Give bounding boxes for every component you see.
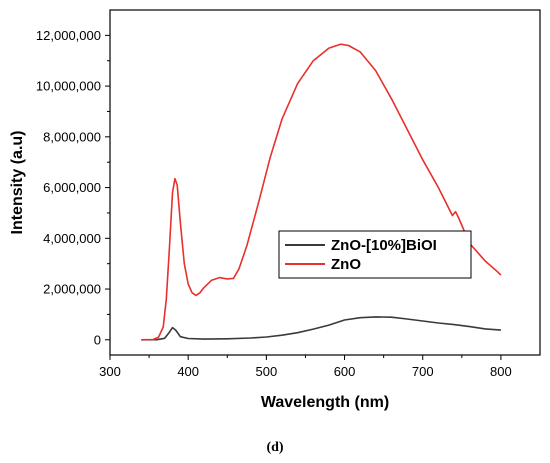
legend-box: [278, 230, 472, 279]
series-lines: [141, 43, 502, 341]
x-tick-label: 600: [334, 364, 356, 379]
figure-caption: (d): [266, 440, 284, 455]
legend-label-zno-biol: ZnO-[10%]BiOI: [331, 237, 437, 254]
plot-area: 300 400 500 600 700 800 0 2,000,000 4,000,000 6,…: [36, 9, 541, 379]
series-line-zno-biol: [141, 316, 501, 341]
x-tick-label: 400: [177, 364, 199, 379]
x-axis-ticks: 300 400 500 600 700 800: [99, 355, 512, 379]
y-tick-label: 0: [94, 332, 101, 347]
legend-label-zno: ZnO: [331, 256, 361, 273]
y-tick-label: 2,000,000: [43, 282, 101, 297]
legend: ZnO-[10%]BiOI ZnO: [278, 230, 472, 279]
x-tick-label: 300: [99, 364, 121, 379]
y-tick-label: 4,000,000: [43, 231, 101, 246]
x-tick-label: 500: [256, 364, 278, 379]
y-tick-label: 12,000,000: [36, 28, 101, 43]
y-tick-label: 6,000,000: [43, 180, 101, 195]
plot-frame: [109, 9, 541, 356]
y-tick-label: 10,000,000: [36, 79, 101, 94]
x-tick-label: 800: [490, 364, 512, 379]
x-axis-title: Wavelength (nm): [261, 394, 389, 411]
y-axis-title: Intensity (a.u): [9, 130, 26, 234]
series-line-zno: [141, 43, 502, 341]
y-tick-label: 8,000,000: [43, 129, 101, 144]
y-axis-ticks: 0 2,000,000 4,000,000 6,000,000 8,000,000 10,…: [36, 28, 110, 347]
x-tick-label: 700: [412, 364, 434, 379]
pl-spectrum-chart: 300 400 500 600 700 800 0 2,000,000 4,000,000 6,…: [9, 9, 541, 411]
